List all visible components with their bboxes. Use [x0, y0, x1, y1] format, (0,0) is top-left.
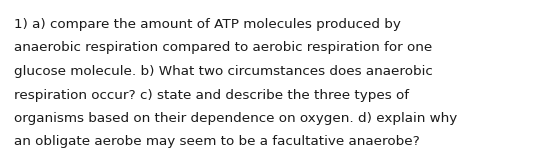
Text: an obligate aerobe may seem to be a facultative anaerobe?: an obligate aerobe may seem to be a facu…: [14, 135, 420, 148]
Text: 1) a) compare the amount of ATP molecules produced by: 1) a) compare the amount of ATP molecule…: [14, 18, 401, 31]
Text: glucose molecule. b) What two circumstances does anaerobic: glucose molecule. b) What two circumstan…: [14, 65, 433, 78]
Text: organisms based on their dependence on oxygen. d) explain why: organisms based on their dependence on o…: [14, 112, 457, 125]
Text: respiration occur? c) state and describe the three types of: respiration occur? c) state and describe…: [14, 89, 409, 102]
Text: anaerobic respiration compared to aerobic respiration for one: anaerobic respiration compared to aerobi…: [14, 42, 432, 54]
